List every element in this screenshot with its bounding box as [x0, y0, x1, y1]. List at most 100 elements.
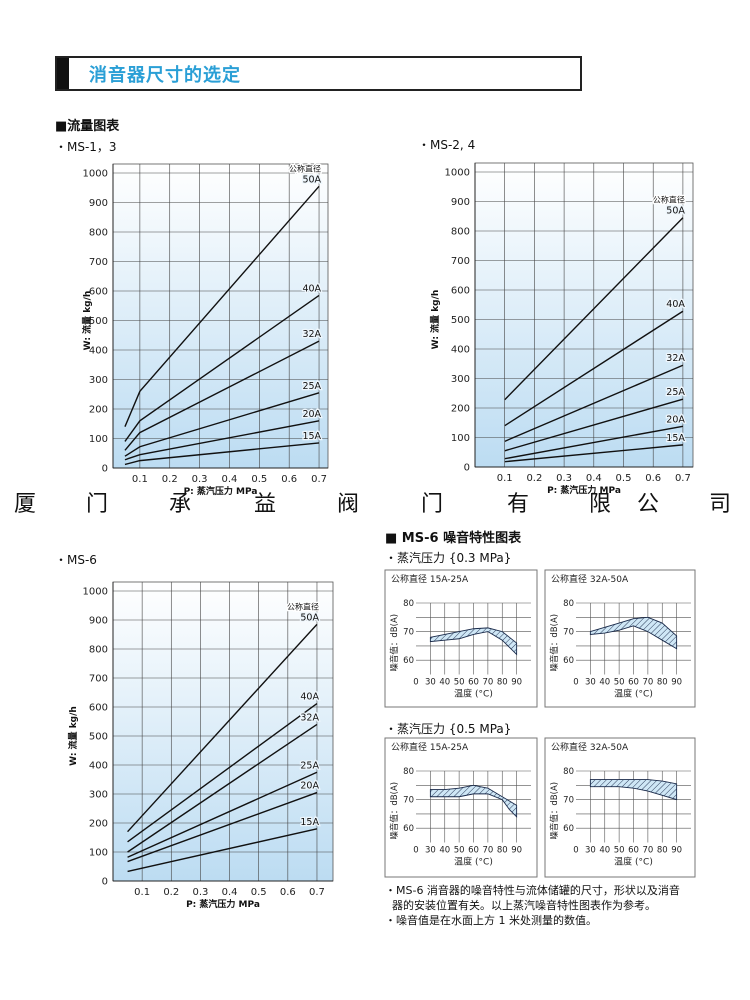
series-line-15A — [127, 828, 318, 873]
y-tick-label: 500 — [89, 732, 108, 743]
y-tick-label: 700 — [451, 256, 470, 267]
y-tick-label: 100 — [451, 433, 470, 444]
x-tick-label: 50 — [454, 846, 465, 856]
x-tick-label: 0.4 — [222, 474, 238, 485]
x-tick-label: 90 — [671, 846, 682, 856]
pressure-03-label: ・蒸汽压力 {0.3 MPa} — [385, 551, 512, 565]
flow-chart-1: 0 100 200 300 400 500 600 700 800 900 1000 0.1 0.2 0.… — [81, 162, 329, 497]
x-axis-label: 温度 (°C) — [614, 688, 653, 700]
x-tick-label: 0.5 — [251, 474, 267, 485]
plot-area — [474, 162, 694, 468]
y-tick-label: 0 — [102, 877, 108, 888]
x-tick-label: 0.4 — [222, 887, 238, 898]
series-label: 20A — [302, 409, 321, 420]
x-tick-label: 60 — [628, 846, 639, 856]
legend-title: 公称直径 — [289, 163, 321, 173]
y-tick-label: 0 — [102, 464, 108, 475]
plot-area — [112, 581, 334, 882]
series-line-15A — [124, 442, 320, 466]
y-tick-label: 60 — [563, 656, 574, 666]
x-tick-label: 80 — [497, 846, 508, 856]
y-tick-label: 60 — [403, 824, 414, 834]
noise-band — [429, 784, 518, 818]
x-tick-label: 0.2 — [162, 474, 178, 485]
x-origin-label: 0 — [573, 846, 578, 856]
chart-label-ms6: ・MS-6 — [55, 553, 97, 567]
y-tick-label: 200 — [451, 404, 470, 415]
y-tick-label: 1000 — [445, 168, 470, 179]
y-tick-label: 400 — [89, 346, 108, 357]
y-tick-label: 80 — [563, 767, 574, 777]
banner-char: 益 — [253, 492, 277, 517]
x-axis-label: 温度 (°C) — [614, 856, 653, 868]
y-axis-label: 噪音值：dB(A) — [549, 614, 560, 672]
x-tick-label: 80 — [657, 678, 668, 688]
noise-section-heading: ■ MS-6 噪音特性图表 — [385, 531, 522, 546]
y-tick-label: 70 — [403, 796, 414, 806]
banner-char: 门 — [85, 492, 109, 517]
note-2: 器的安装位置有关。以上蒸汽噪音特性图表作为参考。 — [385, 899, 656, 912]
series-line-20A — [127, 791, 318, 863]
x-tick-label: 70 — [482, 678, 493, 688]
noise-chart-title: 公称直径 15A-25A — [391, 741, 469, 753]
series-label: 15A — [302, 431, 321, 442]
noise-band — [589, 616, 678, 650]
y-tick-label: 100 — [89, 434, 108, 445]
x-tick-label: 0.7 — [309, 887, 325, 898]
y-tick-label: 80 — [403, 767, 414, 777]
x-tick-label: 40 — [439, 678, 450, 688]
x-tick-label: 50 — [614, 846, 625, 856]
series-line-25A — [127, 771, 318, 858]
x-axis-label: 温度 (°C) — [454, 688, 493, 700]
x-tick-label: 40 — [599, 846, 610, 856]
y-tick-label: 200 — [89, 819, 108, 830]
y-tick-label: 800 — [89, 645, 108, 656]
x-tick-label: 0.6 — [281, 474, 297, 485]
banner-char: 公 — [636, 492, 660, 517]
y-axis-label: 噪音值：dB(A) — [389, 782, 400, 840]
series-label: 32A — [302, 329, 321, 340]
y-tick-label: 500 — [89, 316, 108, 327]
x-tick-label: 30 — [425, 846, 436, 856]
series-label: 40A — [302, 283, 321, 294]
x-origin-label: 0 — [573, 678, 578, 688]
x-tick-label: 30 — [425, 678, 436, 688]
series-line-15A — [504, 444, 683, 463]
y-axis-label: 噪音值：dB(A) — [389, 614, 400, 672]
series-label: 20A — [300, 781, 319, 792]
x-tick-label: 0.7 — [675, 473, 691, 484]
plot-area — [112, 163, 329, 469]
x-tick-label: 70 — [482, 846, 493, 856]
series-line-40A — [504, 310, 684, 427]
x-tick-label: 30 — [585, 846, 596, 856]
chart-label-ms13: ・MS-1，3 — [55, 140, 117, 154]
y-tick-label: 900 — [89, 198, 108, 209]
series-label: 25A — [302, 381, 321, 392]
y-axis-label: W: 流量 kg/h — [429, 290, 441, 350]
y-tick-label: 600 — [89, 703, 108, 714]
x-tick-label: 0.2 — [163, 887, 179, 898]
banner-char: 有 — [506, 492, 530, 517]
series-line-25A — [124, 392, 320, 457]
series-line-50A — [504, 217, 684, 401]
x-tick-label: 40 — [599, 678, 610, 688]
noise-band — [429, 627, 518, 656]
y-tick-label: 60 — [403, 656, 414, 666]
y-tick-label: 800 — [451, 227, 470, 238]
y-tick-label: 300 — [89, 790, 108, 801]
x-tick-label: 90 — [671, 678, 682, 688]
flow-chart-2: 0 100 200 300 400 500 600 700 800 900 1000 0.1 0.2 0.… — [429, 162, 694, 496]
x-tick-label: 90 — [511, 678, 522, 688]
x-origin-label: 0 — [413, 678, 418, 688]
series-line-32A — [127, 723, 318, 853]
y-tick-label: 900 — [451, 197, 470, 208]
series-line-40A — [127, 702, 318, 843]
x-origin-label: 0 — [413, 846, 418, 856]
banner-char: 厦 — [13, 492, 37, 517]
series-line-50A — [127, 623, 318, 833]
legend-title: 公称直径 — [287, 601, 319, 611]
note-1: ・MS-6 消音器的噪音特性与流体储罐的尺寸，形状以及消音 — [385, 884, 680, 897]
